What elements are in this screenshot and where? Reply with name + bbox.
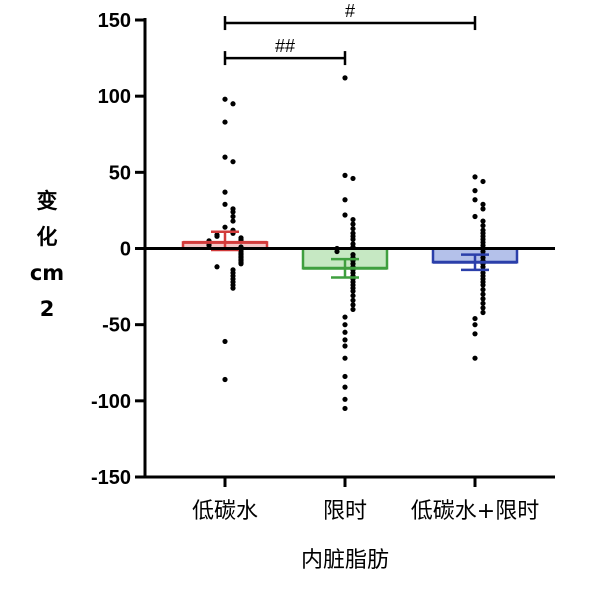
- data-point: [480, 206, 486, 212]
- data-point: [472, 197, 478, 203]
- data-point: [206, 242, 212, 249]
- data-point: [230, 218, 236, 224]
- data-point: [350, 297, 356, 303]
- data-point: [350, 236, 356, 242]
- data-point: [342, 337, 348, 343]
- data-point: [472, 174, 478, 180]
- y-tick-label: -50: [102, 315, 131, 337]
- y-axis-label: 变化 cm 2: [30, 189, 64, 321]
- y-tick-label: -100: [91, 391, 131, 413]
- data-point: [230, 159, 236, 165]
- data-point: [222, 201, 228, 207]
- data-point: [480, 178, 486, 185]
- data-point: [342, 75, 348, 81]
- data-point: [350, 216, 356, 223]
- y-axis: 150 100 50 0 -50 -100 -150: [91, 10, 147, 489]
- data-point: [480, 201, 486, 207]
- data-point: [222, 224, 228, 230]
- data-point: [472, 331, 478, 337]
- data-point: [480, 287, 486, 293]
- data-point: [350, 302, 356, 308]
- x-axis-label: 内脏脂肪: [301, 548, 389, 573]
- x-axis: 低碳水 限时 低碳水+限时: [143, 475, 555, 524]
- data-point: [350, 175, 356, 182]
- data-point: [342, 197, 348, 203]
- data-point: [342, 405, 348, 412]
- data-point: [222, 154, 228, 160]
- data-point: [472, 355, 478, 361]
- data-point: [480, 300, 486, 306]
- data-point: [350, 288, 356, 294]
- data-point: [342, 343, 348, 349]
- data-point: [222, 96, 228, 102]
- data-point: [480, 309, 486, 316]
- data-point: [472, 213, 478, 220]
- data-point: [342, 172, 348, 178]
- data-point: [214, 233, 220, 239]
- data-point: [350, 221, 356, 227]
- y-tick-label: 100: [98, 86, 131, 108]
- data-point: [230, 285, 236, 291]
- data-point: [472, 322, 478, 328]
- data-point: [222, 119, 228, 125]
- data-point: [342, 373, 348, 380]
- y-axis-label-line: 化: [37, 225, 58, 249]
- y-tick-label: -150: [91, 467, 131, 489]
- data-point: [222, 189, 228, 195]
- data-point: [480, 291, 486, 297]
- data-point: [342, 322, 348, 328]
- data-point: [342, 314, 348, 320]
- data-point: [350, 306, 356, 313]
- y-axis-label-line: cm: [30, 261, 64, 285]
- data-point: [230, 213, 236, 220]
- significance-annotations: ###: [223, 1, 477, 66]
- data-point: [342, 212, 348, 218]
- data-point: [480, 223, 486, 229]
- y-tick-label: 0: [120, 239, 131, 261]
- data-point: [334, 248, 340, 255]
- data-point: [342, 384, 348, 390]
- data-point: [230, 101, 236, 107]
- data-point: [480, 282, 486, 288]
- significance-label: ##: [275, 36, 295, 56]
- data-point: [480, 218, 486, 224]
- x-category-label: 限时: [323, 499, 367, 524]
- data-point: [480, 305, 486, 311]
- data-point: [214, 264, 220, 270]
- data-point: [342, 329, 348, 335]
- x-category-label: 低碳水+限时: [411, 499, 539, 524]
- data-point: [342, 396, 348, 402]
- data-point: [238, 261, 244, 267]
- data-point: [342, 355, 348, 361]
- data-point: [222, 338, 228, 345]
- x-category-label: 低碳水: [192, 499, 258, 524]
- data-point: [472, 315, 478, 322]
- data-point: [350, 293, 356, 299]
- y-axis-label-line: 变: [37, 189, 58, 213]
- data-point: [230, 209, 236, 215]
- data-point: [350, 226, 356, 232]
- significance-label: #: [345, 1, 355, 21]
- data-point: [480, 296, 486, 302]
- y-axis-label-line: 2: [40, 297, 55, 321]
- data-point: [472, 188, 478, 194]
- y-tick-label: 150: [98, 10, 131, 32]
- error-bars: [183, 230, 517, 279]
- y-tick-label: 50: [109, 162, 131, 184]
- data-point: [222, 376, 228, 383]
